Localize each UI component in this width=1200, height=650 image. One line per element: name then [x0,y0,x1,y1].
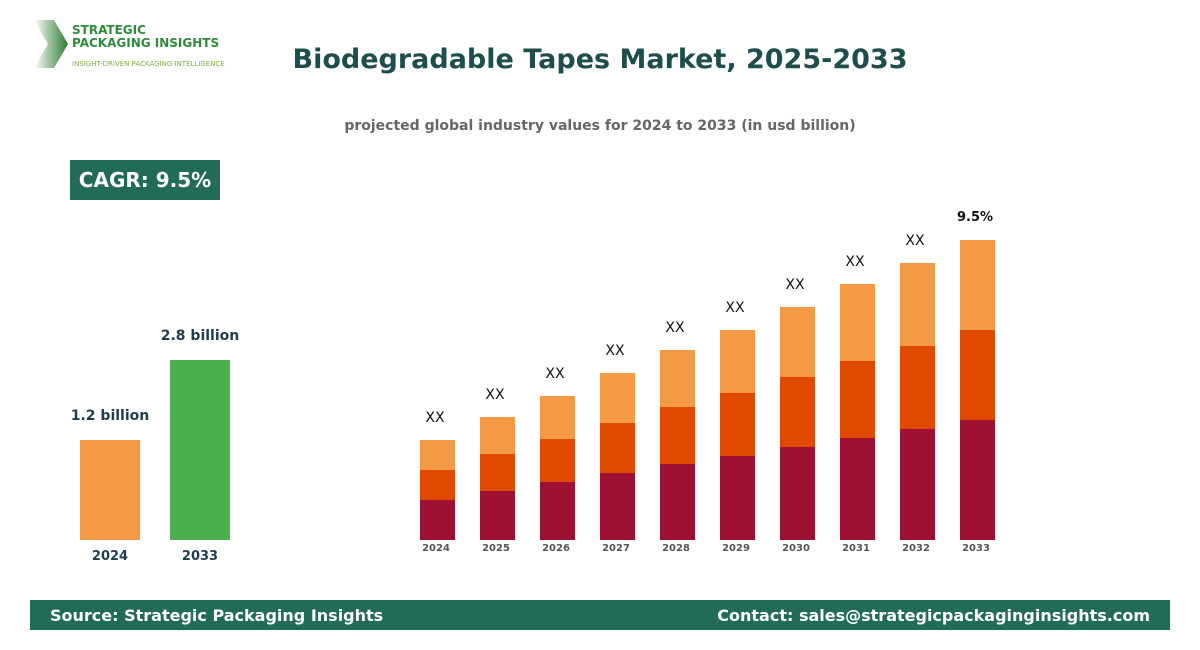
stacked-bar-label: XX [665,320,685,336]
stacked-year-label: 2027 [602,543,630,554]
stacked-segment-2026-2 [540,396,575,439]
stacked-segment-2029-1 [720,393,755,456]
stacked-segment-2032-0 [900,429,935,540]
stacked-segment-2031-2 [840,284,875,361]
stacked-segment-2026-1 [540,439,575,482]
stacked-year-label: 2028 [662,543,690,554]
stacked-year-label: 2031 [842,543,870,554]
stacked-segment-2033-0 [960,420,995,540]
stacked-segment-2027-0 [600,473,635,540]
stacked-segment-2033-2 [960,240,995,330]
logo: STRATEGIC PACKAGING INSIGHTS INSIGHT-DRI… [30,18,250,73]
stacked-segment-2025-0 [480,491,515,540]
source-text: Source: Strategic Packaging Insights [50,605,384,625]
stacked-segment-2030-2 [780,307,815,377]
stacked-year-label: 2025 [482,543,510,554]
comparison-bar-2033 [170,360,230,540]
footer: Source: Strategic Packaging Insights Con… [30,600,1170,630]
stacked-year-label: 2026 [542,543,570,554]
stacked-segment-2027-2 [600,373,635,423]
stacked-year-label: 2024 [422,543,450,554]
stacked-year-label: 2030 [782,543,810,554]
stacked-segment-2031-0 [840,438,875,540]
stacked-bar-label: XX [905,233,925,249]
logo-line2: PACKAGING INSIGHTS [72,36,220,50]
page-title: Biodegradable Tapes Market, 2025-2033 [292,44,908,75]
stacked-segment-2024-1 [420,470,455,500]
stacked-segment-2024-0 [420,500,455,540]
logo-line1: STRATEGIC [72,23,146,37]
comparison-bar-label: 1.2 billion [71,408,149,424]
comparison-bar-2024 [80,440,140,540]
stacked-segment-2029-2 [720,330,755,393]
stacked-segment-2032-1 [900,346,935,429]
stacked-bar-label: XX [725,300,745,316]
contact-text[interactable]: Contact: sales@strategicpackaginginsight… [717,605,1150,625]
logo-chevron-icon [34,20,68,68]
stacked-segment-2028-1 [660,407,695,464]
stacked-bar-label: XX [485,387,505,403]
chart-area: 1.2 billion 2024 2.8 billion 2033 XX 2024 XX 20… [71,210,995,564]
stacked-segment-2032-2 [900,263,935,346]
stacked-bar-label: XX [545,366,565,382]
stacked-year-label: 2032 [902,543,930,554]
stacked-bar-label: 9.5% [957,210,993,225]
comparison-year-label: 2024 [92,549,128,564]
logo-tagline: INSIGHT-DRIVEN PACKAGING INTELLIGENCE [72,60,225,68]
stacked-segment-2025-1 [480,454,515,491]
stacked-bar-label: XX [425,410,445,426]
stacked-segment-2028-2 [660,350,695,407]
stacked-segment-2028-0 [660,464,695,540]
stacked-bar-label: XX [605,343,625,359]
subtitle: projected global industry values for 202… [344,118,856,134]
stacked-segment-2024-2 [420,440,455,470]
stacked-segment-2025-2 [480,417,515,454]
comparison-bar-label: 2.8 billion [161,328,239,344]
cagr-badge: CAGR: 9.5% [70,160,220,200]
stacked-segment-2033-1 [960,330,995,420]
stacked-year-label: 2033 [962,543,990,554]
stacked-segment-2030-0 [780,447,815,540]
stacked-bar-label: XX [785,277,805,293]
stacked-year-label: 2029 [722,543,750,554]
stacked-segment-2026-0 [540,482,575,540]
stacked-segment-2030-1 [780,377,815,447]
stacked-bar-label: XX [845,254,865,270]
stacked-segment-2029-0 [720,456,755,540]
comparison-year-label: 2033 [182,549,218,564]
stacked-segment-2027-1 [600,423,635,473]
stacked-segment-2031-1 [840,361,875,438]
